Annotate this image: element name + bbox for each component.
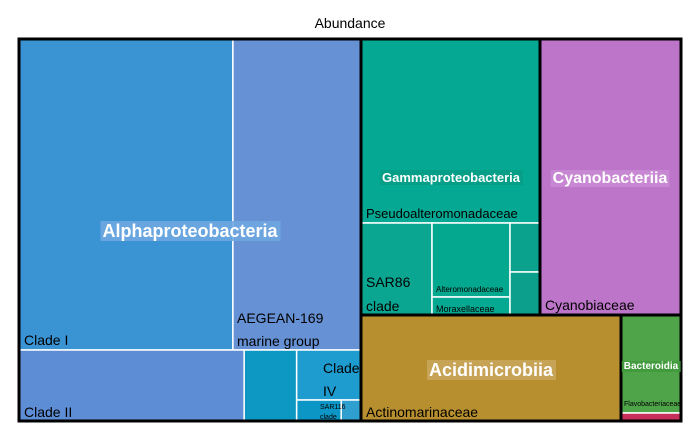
tile-gammaproteobacteria-small-a (509, 222, 541, 273)
label-flavobacteriaceae: Flavobacteriaceae (624, 401, 681, 408)
tile-clade-i (18, 38, 234, 351)
header-gammaproteobacteria-bg (380, 170, 523, 185)
tile-pseudoalteromonadaceae (360, 38, 541, 224)
tile-alphaproteobacteria-small (243, 349, 298, 422)
chart-title: Abundance (314, 15, 386, 31)
label-clade-ii: Clade II (24, 404, 72, 420)
tile-aegean-169-marine-group (232, 38, 362, 351)
label-aegean-169-line1: AEGEAN-169 (237, 310, 324, 326)
label-moraxellaceae: Moraxellaceae (436, 304, 495, 314)
header-bacteroidia: Bacteroidia (624, 361, 679, 372)
label-cyanobiaceae: Cyanobiaceae (545, 297, 635, 313)
label-aegean-169-line2: marine group (237, 333, 320, 349)
label-sar86-line1: SAR86 (366, 274, 411, 290)
header-alphaproteobacteria: Alphaproteobacteria (102, 221, 278, 241)
header-cyanobacteriia-bg (550, 170, 670, 187)
label-actinomarinaceae: Actinomarinaceae (366, 404, 478, 420)
label-alteromonadaceae: Alteromonadaceae (436, 285, 504, 294)
header-gammaproteobacteria: Gammaproteobacteria (382, 170, 521, 185)
label-pseudoalteromonadaceae: Pseudoalteromonadaceae (366, 206, 518, 221)
header-cyanobacteriia: Cyanobacteriia (553, 170, 668, 187)
label-clade-i: Clade I (24, 332, 68, 348)
header-alphaproteobacteria-bg (100, 221, 281, 241)
label-clade-iv-line2: IV (323, 383, 337, 399)
tile-sar86-clade (360, 222, 433, 316)
label-sar86-line2: clade (366, 298, 400, 314)
header-acidimicrobiia-bg (426, 360, 557, 380)
label-sar116-line2: clade (320, 414, 337, 421)
header-bacteroidia-bg (621, 361, 681, 372)
header-acidimicrobiia: Acidimicrobiia (429, 360, 554, 380)
label-clade-iv-line1: Clade (323, 360, 360, 376)
label-sar116-line1: SAR116 (320, 404, 346, 411)
tile-gammaproteobacteria-small-b (509, 271, 541, 316)
group-frame-bacteroidia (619, 313, 683, 423)
